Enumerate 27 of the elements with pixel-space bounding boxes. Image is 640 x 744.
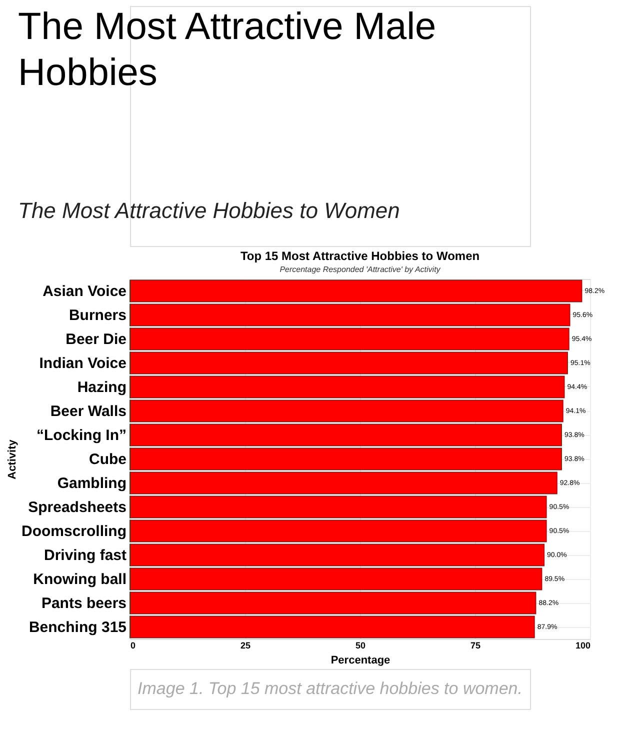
y-tick-label: Cube: [89, 451, 126, 468]
y-tick-label: Indian Voice: [39, 355, 126, 372]
x-tick-label: 75: [470, 640, 481, 650]
y-axis-title: Activity: [6, 438, 18, 480]
y-tick-label: Asian Voice: [42, 283, 126, 300]
chart-title: Top 15 Most Attractive Hobbies to Women: [240, 249, 480, 263]
x-tick-label: 50: [355, 640, 366, 650]
y-tick-label: Beer Walls: [50, 403, 126, 420]
chart-subtitle: Percentage Responded 'Attractive' by Activity: [280, 265, 442, 274]
y-tick-label: Hazing: [77, 379, 126, 396]
y-tick-label: Gambling: [57, 475, 126, 492]
y-tick-label: “Locking In”: [36, 427, 126, 444]
y-tick-label: Benching 315: [28, 619, 126, 636]
y-tick-label: Spreadsheets: [28, 499, 126, 516]
text: The Most Attractive Male Hobbies: [18, 6, 436, 94]
y-tick-label: Driving fast: [44, 547, 127, 564]
text: The Most Attractive Hobbies to Women: [18, 198, 400, 223]
text: Image 1. Top 15 most attractive hobbies to women.: [138, 679, 522, 698]
y-tick-label: Knowing ball: [33, 571, 126, 588]
x-tick-label: 100: [575, 640, 590, 650]
y-tick-label: Doomscrolling: [21, 523, 126, 540]
y-tick-label: Beer Die: [66, 331, 126, 348]
y-tick-label: Pants beers: [41, 595, 126, 612]
x-tick-label: 25: [240, 640, 251, 650]
x-axis-title: Percentage: [330, 654, 390, 666]
y-tick-label: Burners: [68, 307, 126, 324]
x-tick-label: 0: [130, 640, 136, 650]
